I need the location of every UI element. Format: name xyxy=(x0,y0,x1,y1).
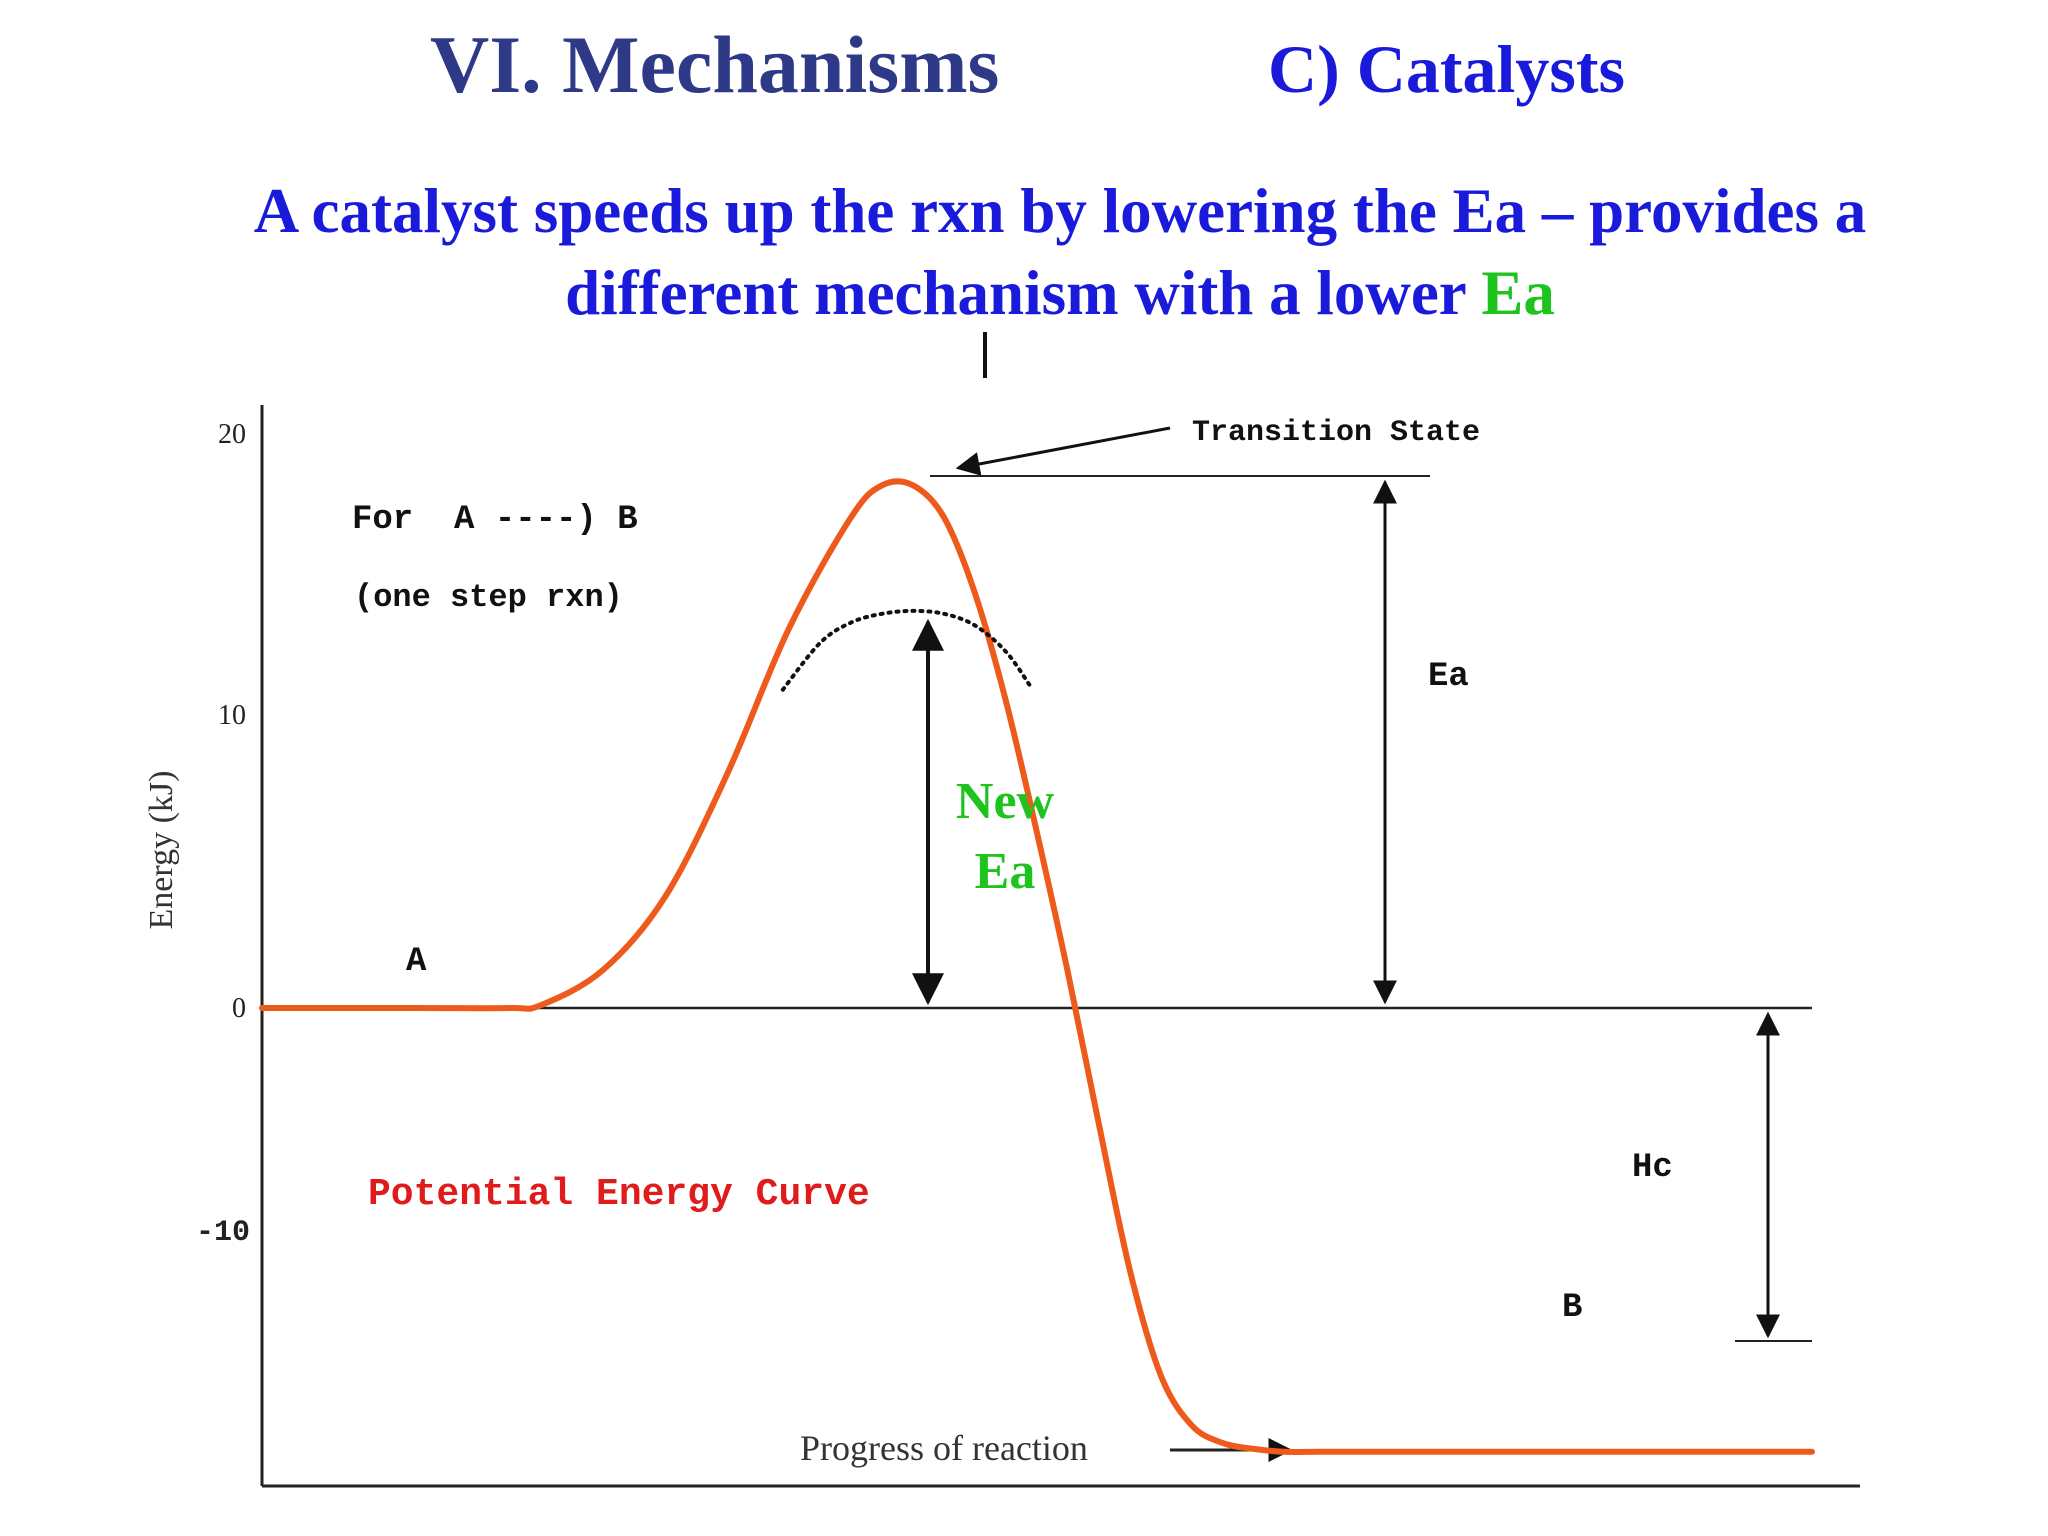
product-label: B xyxy=(1562,1289,1582,1327)
reactant-label: A xyxy=(406,943,427,981)
reaction-note: (one step rxn) xyxy=(354,579,623,616)
heat-of-combustion-label: Hc xyxy=(1632,1149,1673,1187)
statement-line-2-text: different mechanism with a lower xyxy=(565,258,1482,328)
slide-title: VI. Mechanisms xyxy=(430,19,1000,110)
new-ea-label-line-1: New xyxy=(956,773,1055,830)
uncatalyzed-energy-curve xyxy=(259,478,1815,1456)
statement-line-2: different mechanism with a lower Ea xyxy=(100,252,2020,334)
y-tick-label-0: 0 xyxy=(232,993,246,1024)
y-tick-label-10: 10 xyxy=(218,700,246,731)
activation-energy-label: Ea xyxy=(1428,658,1469,696)
y-axis-label: Energy (kJ) xyxy=(143,771,180,930)
statement-highlight: Ea xyxy=(1481,258,1555,328)
new-ea-label-line-2: Ea xyxy=(975,843,1036,900)
reaction-label: For A ----) B xyxy=(352,501,638,539)
y-tick-label-20: 20 xyxy=(218,419,246,450)
y-tick-label-minus-10: -10 xyxy=(196,1216,250,1250)
transition-state-pointer xyxy=(955,426,1171,476)
transition-state-label: Transition State xyxy=(1192,416,1480,450)
slide-subtitle: C) Catalysts xyxy=(1268,31,1625,107)
catalyzed-energy-curve xyxy=(780,608,1033,692)
x-axis-label: Progress of reaction xyxy=(800,1428,1088,1468)
statement-line-1: A catalyst speeds up the rxn by lowering… xyxy=(253,176,1867,246)
potential-energy-curve-label: Potential Energy Curve xyxy=(368,1173,870,1216)
catalyst-statement: A catalyst speeds up the rxn by lowering… xyxy=(100,170,2020,334)
